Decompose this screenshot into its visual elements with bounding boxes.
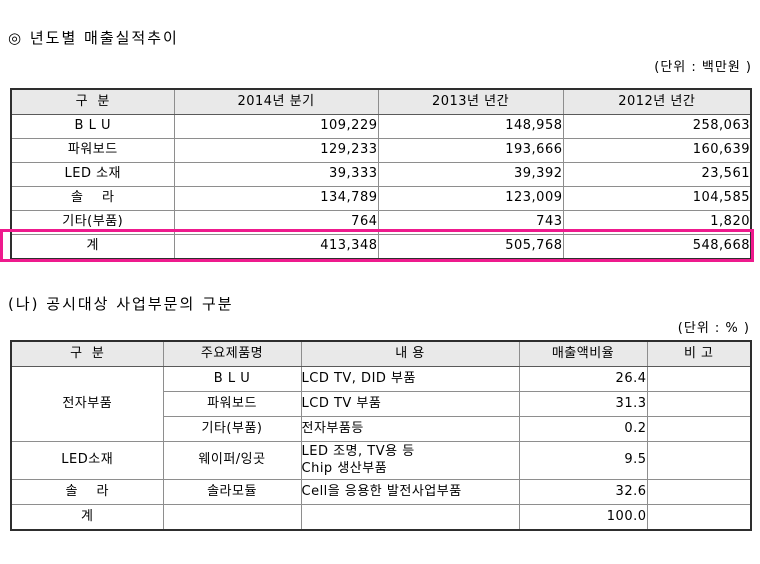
note-cell <box>646 479 752 505</box>
table-header-row: 구 분 2014년 분기 2013년 년간 2012년 년간 <box>10 88 752 115</box>
description-cell: Cell을 응용한 발전사업부품 <box>300 479 520 505</box>
row-label: 파워보드 <box>10 138 175 163</box>
description-cell: LED 조명, TV용 등 Chip 생산부품 <box>300 441 520 480</box>
value-cell: 1,820 <box>562 210 752 235</box>
business-segment-table: 구 분 주요제품명 내 용 매출액비율 비 고 전자부품 B L U LCD T… <box>10 340 752 531</box>
product-cell: 파워보드 <box>162 391 302 417</box>
table-row-blu: B L U 109,229 148,958 258,063 <box>10 114 752 139</box>
table-row-etc: 기타(부품) 764 743 1,820 <box>10 210 752 235</box>
ratio-cell: 0.2 <box>518 416 648 442</box>
table-row-electronics-etc: 기타(부품) 전자부품등 0.2 <box>11 416 752 442</box>
table-row-powerboard: 파워보드 129,233 193,666 160,639 <box>10 138 752 163</box>
description-cell <box>300 504 520 531</box>
group-label: 솔 라 <box>10 479 164 505</box>
row-label: B L U <box>10 114 175 139</box>
row-label: 솔 라 <box>10 186 175 211</box>
description-cell: LCD TV 부품 <box>300 391 520 417</box>
value-cell: 193,666 <box>377 138 564 163</box>
column-header-description: 내 용 <box>300 340 520 367</box>
product-cell: 기타(부품) <box>162 416 302 442</box>
value-cell: 505,768 <box>377 234 564 260</box>
ratio-cell: 9.5 <box>518 441 648 480</box>
section1-title: ◎ 년도별 매출실적추이 <box>8 29 179 47</box>
row-label: 계 <box>10 234 175 260</box>
product-cell: B L U <box>162 366 302 392</box>
column-header-2012: 2012년 년간 <box>562 88 752 115</box>
value-cell: 123,009 <box>377 186 564 211</box>
value-cell: 39,392 <box>377 162 564 187</box>
product-cell <box>162 504 302 531</box>
note-cell <box>646 504 752 531</box>
value-cell: 548,668 <box>562 234 752 260</box>
group-label: 전자부품 <box>10 366 164 442</box>
value-cell: 134,789 <box>173 186 379 211</box>
table-row-led-material: LED소재 웨이퍼/잉곳 LED 조명, TV용 등 Chip 생산부품 9.5 <box>10 441 752 480</box>
note-cell <box>646 366 752 392</box>
column-header-category: 구 분 <box>10 88 175 115</box>
column-header-2014: 2014년 분기 <box>173 88 379 115</box>
ratio-cell: 100.0 <box>518 504 648 531</box>
note-cell <box>646 441 752 480</box>
value-cell: 258,063 <box>562 114 752 139</box>
ratio-cell: 31.3 <box>518 391 648 417</box>
section2-unit-label: (단위 : % ) <box>677 321 750 336</box>
row-label: LED 소재 <box>10 162 175 187</box>
value-cell: 39,333 <box>173 162 379 187</box>
note-cell <box>646 416 752 442</box>
value-cell: 413,348 <box>173 234 379 260</box>
column-header-sales-ratio: 매출액비율 <box>518 340 648 367</box>
value-cell: 148,958 <box>377 114 564 139</box>
table-row-total: 계 100.0 <box>10 504 752 531</box>
value-cell: 104,585 <box>562 186 752 211</box>
value-cell: 23,561 <box>562 162 752 187</box>
description-cell: 전자부품등 <box>300 416 520 442</box>
column-header-category: 구 분 <box>10 340 164 367</box>
table-header-row: 구 분 주요제품명 내 용 매출액비율 비 고 <box>10 340 752 367</box>
row-label: 기타(부품) <box>10 210 175 235</box>
note-cell <box>646 391 752 417</box>
table-row-total: 계 413,348 505,768 548,668 <box>10 234 752 260</box>
ratio-cell: 32.6 <box>518 479 648 505</box>
sales-by-year-table: 구 분 2014년 분기 2013년 년간 2012년 년간 B L U 109… <box>10 88 752 260</box>
group-label: LED소재 <box>10 441 164 480</box>
value-cell: 764 <box>173 210 379 235</box>
value-cell: 129,233 <box>173 138 379 163</box>
table-row-solar: 솔 라 134,789 123,009 104,585 <box>10 186 752 211</box>
column-header-2013: 2013년 년간 <box>377 88 564 115</box>
product-cell: 웨이퍼/잉곳 <box>162 441 302 480</box>
table-row-led-material: LED 소재 39,333 39,392 23,561 <box>10 162 752 187</box>
ratio-cell: 26.4 <box>518 366 648 392</box>
value-cell: 160,639 <box>562 138 752 163</box>
table-row-electronics-blu: 전자부품 B L U LCD TV, DID 부품 26.4 <box>10 366 752 442</box>
group-label: 계 <box>10 504 164 531</box>
column-header-product: 주요제품명 <box>162 340 302 367</box>
section2-title: (나) 공시대상 사업부문의 구분 <box>8 295 234 313</box>
product-cell: 솔라모듈 <box>162 479 302 505</box>
column-header-note: 비 고 <box>646 340 752 367</box>
value-cell: 743 <box>377 210 564 235</box>
section1-unit-label: (단위 : 백만원 ) <box>654 60 752 75</box>
description-cell: LCD TV, DID 부품 <box>300 366 520 392</box>
value-cell: 109,229 <box>173 114 379 139</box>
table-row-solar: 솔 라 솔라모듈 Cell을 응용한 발전사업부품 32.6 <box>10 479 752 505</box>
